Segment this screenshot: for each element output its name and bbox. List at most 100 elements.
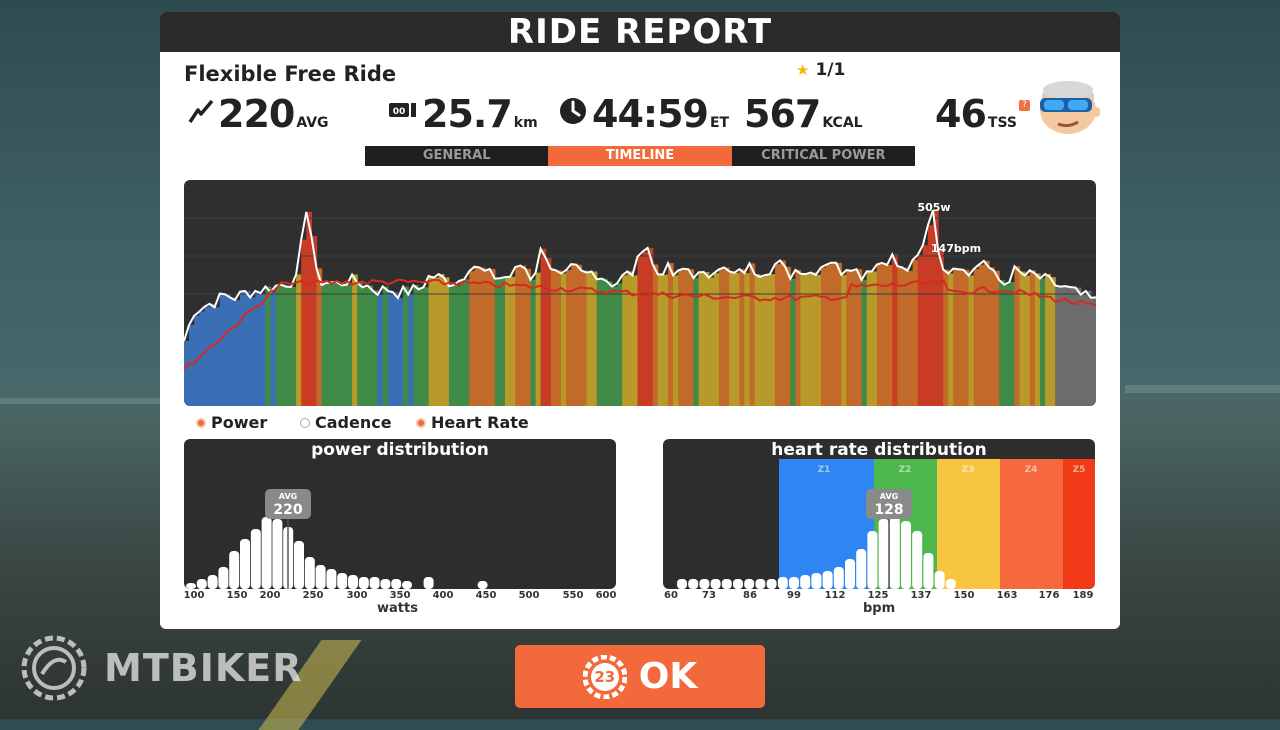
power-dist-bar xyxy=(380,579,391,589)
timeline-zone-bar xyxy=(291,287,297,406)
timeline-zone-bar xyxy=(683,268,689,406)
timeline-zone-bar xyxy=(234,300,241,406)
timeline-zone-bar xyxy=(744,273,751,406)
timeline-zone-bar xyxy=(245,291,251,406)
hr-dist-bar xyxy=(923,553,934,589)
timeline-zone-bar xyxy=(418,289,425,406)
hr-dist-bar xyxy=(699,579,710,589)
timeline-zone-bar xyxy=(938,250,944,406)
power-avg-value: 220 xyxy=(273,502,302,518)
power-distribution-chart: power distribution AVG 220 xyxy=(184,439,616,589)
timeline-zone-bar xyxy=(943,269,949,406)
tss-info-button[interactable]: ? xyxy=(1018,100,1030,111)
hr-dist-bar xyxy=(811,573,822,589)
timeline-zone-bar xyxy=(591,271,598,406)
ride-rating: ★ 1/1 xyxy=(796,60,846,80)
timeline-zone-bar xyxy=(1034,273,1041,406)
timeline-zone-bar xyxy=(820,267,827,406)
timeline-zone-bar xyxy=(927,225,934,406)
timeline-zone-bar xyxy=(336,281,343,406)
timeline-zone-bar xyxy=(392,292,399,406)
timeline-zone-bar xyxy=(856,269,863,406)
timeline-zone-bar xyxy=(876,264,883,406)
timeline-zone-bar xyxy=(433,277,440,406)
hr-dist-bar xyxy=(733,579,743,589)
hr-dist-bar xyxy=(800,575,811,589)
timeline-zone-bar xyxy=(846,270,852,406)
timeline-zone-bar xyxy=(719,269,725,406)
power-dist-bar xyxy=(294,541,304,589)
legend-power[interactable]: Power xyxy=(196,413,267,432)
hr-dist-bar xyxy=(833,567,844,589)
timeline-zone-bar xyxy=(362,287,368,406)
timeline-zone-bar xyxy=(448,286,455,406)
hr-dist-bar xyxy=(744,579,755,589)
timeline-zone-bar xyxy=(805,274,812,406)
timeline-zone-bar xyxy=(1055,285,1061,406)
timeline-zone-bar xyxy=(352,274,358,406)
timeline-zone-bar xyxy=(601,278,608,406)
stat-elapsed-time: 44:59 ET xyxy=(558,92,729,136)
stat-distance: 00 25.7 km xyxy=(388,92,538,136)
timeline-zone-bar xyxy=(469,271,475,406)
timeline-zone-bar xyxy=(882,262,888,406)
svg-text:Z3: Z3 xyxy=(962,465,975,475)
timeline-zone-bar xyxy=(382,286,389,406)
hr-dist-bar xyxy=(845,559,855,589)
timeline-zone-bar xyxy=(627,271,633,406)
timeline-zone-bar xyxy=(688,269,695,406)
timeline-zone-bar xyxy=(454,285,460,406)
power-dist-bar xyxy=(348,575,358,589)
rider-avatar xyxy=(1032,80,1101,136)
hr-zone-z3 xyxy=(937,459,1000,589)
timeline-zone-bar xyxy=(341,285,348,406)
power-dist-bar xyxy=(423,577,434,589)
hr-dist-bar xyxy=(688,579,699,589)
hr-dist-bar xyxy=(777,577,788,589)
timeline-zone-bar xyxy=(398,298,404,406)
watermark: MTBIKER xyxy=(16,630,303,706)
timeline-zone-bar xyxy=(897,266,903,406)
tab-general[interactable]: GENERAL xyxy=(365,146,549,166)
ok-button[interactable]: 23 OK xyxy=(515,645,765,708)
timeline-zone-bar xyxy=(586,272,593,406)
hr-distribution-title: heart rate distribution xyxy=(771,440,987,460)
timeline-zone-bar xyxy=(642,251,649,406)
timeline-zone-bar xyxy=(413,285,419,406)
hr-axis-ticks: 60 73 86 99 112 125 137 150 163 176 189 xyxy=(664,590,1094,601)
timeline-zone-bar xyxy=(576,264,582,406)
tab-timeline[interactable]: TIMELINE xyxy=(548,146,732,166)
timeline-zone-bar xyxy=(581,270,588,406)
timeline-zone-bar xyxy=(958,269,965,406)
svg-text:Z2: Z2 xyxy=(899,465,912,475)
timeline-zone-bar xyxy=(367,285,374,406)
timeline-zone-bar xyxy=(1019,271,1026,406)
timeline-zone-bar xyxy=(189,324,195,406)
timeline-zone-bar xyxy=(494,278,501,406)
timeline-zone-bar xyxy=(662,274,669,406)
timeline-zone-bar xyxy=(999,280,1005,406)
legend-cadence[interactable]: Cadence xyxy=(300,413,392,432)
timeline-zone-bar xyxy=(968,275,975,406)
panel-title: RIDE REPORT xyxy=(160,12,1120,52)
timeline-chart[interactable]: 505w 147bpm xyxy=(184,180,1096,406)
power-dist-bar xyxy=(369,577,380,589)
timeline-zone-bar xyxy=(703,272,710,406)
timeline-zone-bar xyxy=(265,286,272,406)
hr-dist-bar xyxy=(867,531,878,589)
timeline-zone-bar xyxy=(561,273,567,406)
stat-calories: 567 KCAL xyxy=(744,92,863,136)
timeline-zone-bar xyxy=(815,274,822,406)
hr-dist-bar xyxy=(889,517,900,589)
hr-dist-bar xyxy=(912,531,923,589)
timeline-zone-bar xyxy=(474,266,481,406)
power-dist-bar xyxy=(272,519,283,589)
hr-dist-bar xyxy=(755,579,766,589)
timeline-zone-bar xyxy=(326,283,333,406)
legend-heart-rate[interactable]: Heart Rate xyxy=(416,413,529,432)
hr-dist-bar xyxy=(945,579,956,589)
timeline-zone-bar xyxy=(790,278,796,406)
timeline-zone-bar xyxy=(678,270,684,406)
tab-critical-power[interactable]: CRITICAL POWER xyxy=(731,146,915,166)
hr-dist-bar xyxy=(822,571,833,589)
